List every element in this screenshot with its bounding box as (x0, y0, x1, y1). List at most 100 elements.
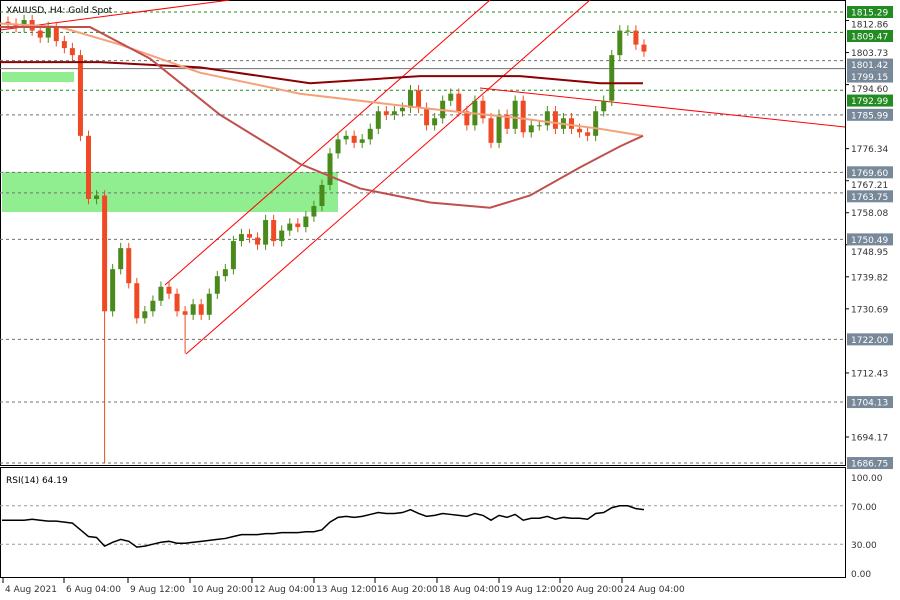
price-label-box (847, 190, 893, 203)
y-tick-label: 1739.82 (851, 273, 888, 283)
candle-body (5, 21, 11, 24)
candle-body (569, 118, 574, 129)
candle-body (37, 30, 43, 38)
candle-body (45, 27, 51, 38)
candle-body (150, 300, 156, 312)
x-tick-label: 24 Aug 04:00 (624, 585, 685, 595)
price-label: 1763.75 (851, 193, 888, 203)
candle-body (488, 118, 494, 143)
price-label-box (847, 233, 893, 246)
y-tick-label: 1803.73 (851, 49, 888, 59)
candle-body (528, 125, 534, 133)
candle-body (287, 223, 293, 231)
candle-body (295, 223, 301, 228)
candle-body (134, 283, 140, 319)
candle-body (359, 139, 365, 143)
candle-body (577, 128, 583, 133)
price-label-box (847, 457, 893, 470)
price-label: 1769.60 (851, 169, 888, 179)
rsi-tick-label: 100.00 (851, 474, 883, 484)
price-label: 1815.29 (851, 9, 888, 19)
candle-body (166, 286, 172, 294)
candle-body (174, 293, 180, 312)
candle-body (118, 248, 124, 270)
candle-body (279, 230, 285, 242)
candle-body (247, 234, 252, 238)
candle-body (601, 100, 607, 112)
price-label-box (847, 333, 893, 346)
x-tick-label: 20 Aug 20:00 (562, 585, 623, 595)
candle-body (69, 48, 75, 56)
candle-body (408, 90, 413, 108)
candle-body (190, 304, 196, 315)
candle-body (142, 311, 148, 319)
candle-body (198, 304, 204, 315)
rsi-pane-frame (0, 467, 846, 578)
price-label: 1792.99 (851, 97, 888, 107)
candle-body (303, 216, 309, 228)
candle-body (456, 93, 462, 112)
candle-body (593, 111, 599, 136)
price-label: 1722.00 (851, 336, 888, 346)
x-tick-label: 9 Aug 12:00 (130, 585, 185, 595)
small-zone (2, 72, 74, 82)
candle-body (319, 184, 325, 207)
supply-zone (2, 172, 338, 212)
candle-body (110, 269, 116, 312)
candle-body (383, 111, 389, 115)
candle-body (21, 20, 27, 28)
candle-body (641, 44, 647, 52)
trend-line (479, 87, 846, 128)
price-label: 1686.75 (851, 460, 888, 470)
ma-mid-line (0, 22, 644, 137)
y-tick-label: 1776.34 (851, 145, 888, 155)
price-label-box (847, 70, 893, 83)
candle-body (351, 135, 357, 143)
x-tick-label: 18 Aug 04:00 (439, 585, 500, 595)
x-tick-label: 13 Aug 12:00 (316, 585, 377, 595)
x-tick-label: 10 Aug 20:00 (192, 585, 253, 595)
price-label-box (847, 108, 893, 121)
candle-body (609, 55, 615, 101)
candle-body (126, 248, 132, 284)
candle-body (77, 55, 83, 136)
candle-body (158, 286, 164, 301)
candle-body (214, 276, 220, 294)
candle-body (520, 100, 526, 133)
candle-body (464, 111, 470, 126)
candle-body (238, 234, 244, 242)
rsi-tick-label: 0.00 (851, 570, 871, 580)
price-label: 1801.42 (851, 61, 888, 71)
y-tick-label: 1794.60 (851, 85, 888, 95)
price-label-box (847, 58, 893, 71)
candle-body (230, 241, 236, 270)
price-label-box (847, 166, 893, 179)
price-label: 1809.47 (851, 33, 888, 43)
candle-body (399, 107, 405, 112)
candle-body (327, 153, 333, 185)
candle-body (311, 206, 317, 217)
ma-fast-line (0, 26, 644, 209)
candle-body (94, 195, 100, 199)
candle-body (544, 111, 550, 126)
candle-body (343, 135, 349, 140)
candle-body (391, 111, 397, 115)
rsi-label: RSI(14) 64.19 (6, 476, 68, 486)
candle-body (271, 220, 277, 242)
x-tick-label: 6 Aug 04:00 (66, 585, 121, 595)
x-tick-label: 4 Aug 2021 (5, 585, 57, 595)
candle-body (496, 114, 502, 143)
candle-body (416, 90, 422, 108)
candle-body (536, 125, 542, 127)
price-label: 1750.49 (851, 236, 888, 246)
chart-title: XAUUSD, H4: Gold Spot (6, 6, 113, 16)
price-label-box (847, 6, 893, 18)
rsi-tick-label: 70.00 (851, 503, 877, 513)
trend-line (185, 0, 591, 355)
y-tick-label: 1694.17 (851, 434, 888, 444)
candle-body (102, 195, 108, 312)
candle-body (86, 135, 91, 199)
ma-slow-line (0, 61, 643, 85)
